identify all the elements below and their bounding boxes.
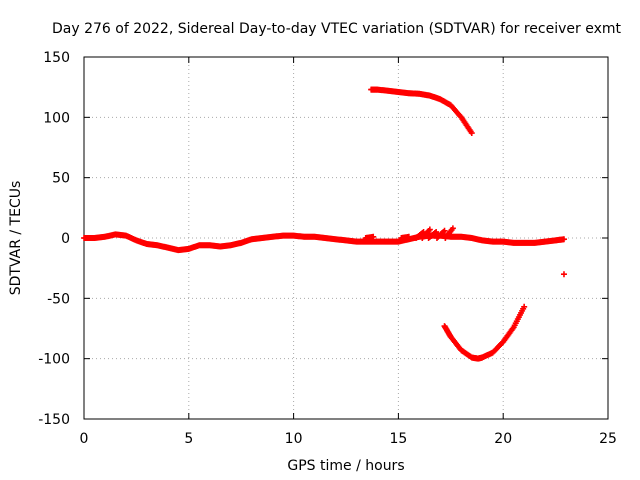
y-tick-label: 150 — [43, 50, 70, 66]
data-point-spikes — [398, 235, 405, 241]
x-tick-label: 25 — [599, 431, 617, 447]
y-tick-label: 0 — [61, 231, 70, 247]
data-point-spikes — [419, 235, 426, 241]
data-point-spikes — [425, 235, 432, 241]
y-axis-label: SDTVAR / TECUs — [8, 181, 24, 296]
data-points — [81, 86, 567, 362]
y-tick-label: -150 — [38, 412, 70, 428]
data-point-outlier — [560, 271, 567, 278]
data-point-upper-arc — [468, 130, 475, 137]
y-tick-label: 100 — [43, 110, 70, 126]
data-point-main-trace — [560, 236, 567, 243]
x-tick-label: 0 — [80, 431, 89, 447]
x-axis-label: GPS time / hours — [287, 458, 404, 474]
data-point-spikes — [442, 235, 449, 241]
y-tick-label: -100 — [38, 352, 70, 368]
x-tick-label: 10 — [285, 431, 303, 447]
data-point-spikes — [433, 235, 440, 241]
axis-ticks: 0 5 10 15 20 25 -150 -100 -50 0 50 100 150 — [38, 50, 617, 447]
x-tick-label: 15 — [389, 431, 407, 447]
x-tick-label: 20 — [494, 431, 512, 447]
data-point-lower-arc — [521, 303, 528, 310]
chart-title: Day 276 of 2022, Sidereal Day-to-day VTE… — [52, 21, 622, 37]
y-tick-label: -50 — [47, 291, 70, 307]
x-tick-label: 5 — [184, 431, 193, 447]
data-point-spikes — [413, 235, 420, 241]
y-tick-label: 50 — [52, 171, 70, 187]
data-point-spikes — [362, 235, 369, 241]
